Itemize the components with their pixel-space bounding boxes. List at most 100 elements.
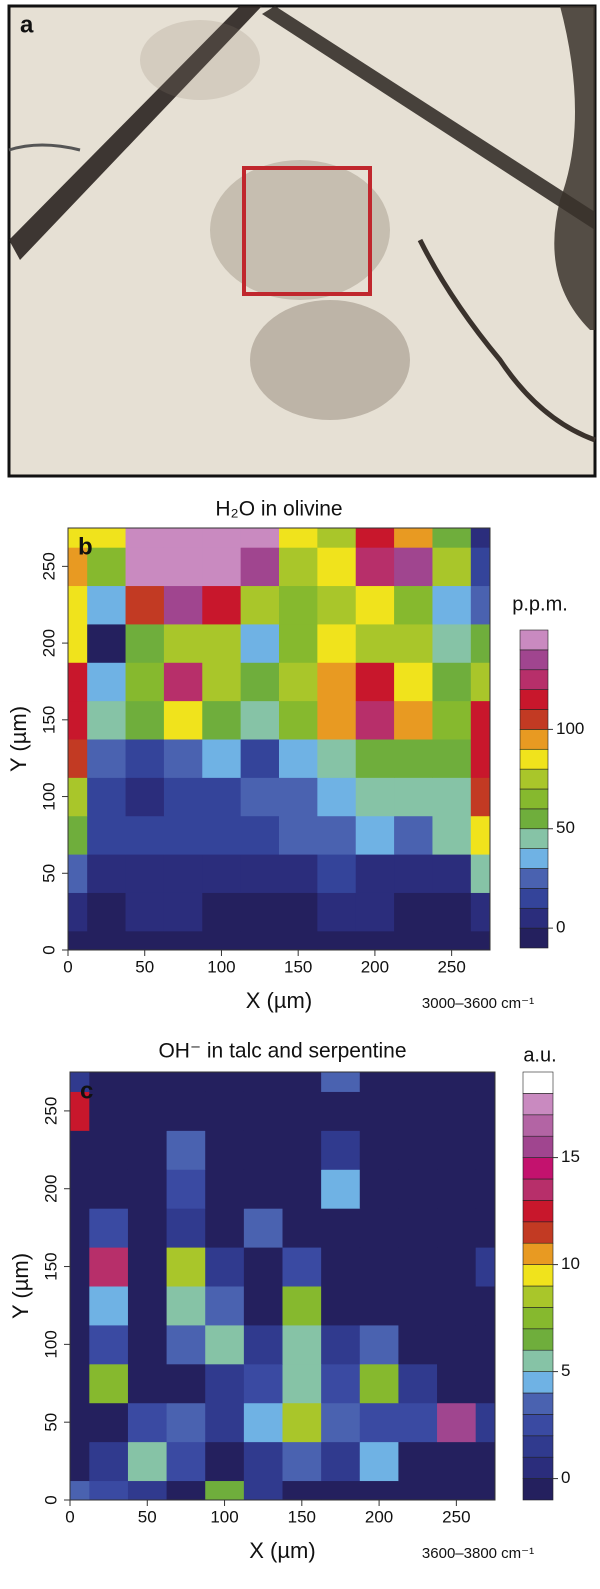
contour-cell [125,930,165,950]
contour-cell [205,1286,245,1326]
contour-cell [205,1208,245,1248]
contour-cell [70,1402,90,1443]
contour-cell [127,1286,168,1326]
y-axis-label: Y (µm) [6,706,31,772]
x-tick-label: 200 [361,957,389,976]
colorbar-band [519,788,549,810]
x-tick-label: 50 [135,957,154,976]
contour-cell [240,815,280,855]
contour-cell [87,815,127,855]
contour-cell [359,1169,399,1209]
colorbar-band [519,649,549,671]
contour-cell [89,1363,129,1404]
contour-cell [68,528,88,548]
contour-cell [127,1324,168,1365]
colorbar-tick-label: 50 [556,818,575,837]
contour-cell [359,1286,399,1326]
contour-cell [87,892,127,932]
colorbar-band [519,868,549,889]
contour-cell [398,1363,438,1404]
x-tick-label: 200 [365,1507,393,1526]
colorbar-tick-label: 0 [556,918,565,937]
contour-cell [282,1091,322,1131]
contour-cell [398,1247,438,1287]
contour-cell [68,892,88,932]
contour-cell [394,892,433,932]
colorbar-band [519,907,549,929]
contour-cell [205,1363,245,1404]
colorbar-band [522,1114,554,1137]
photo-background [7,4,597,478]
contour-cell [166,1247,206,1287]
contour-cell [321,1091,361,1131]
contour-cell [282,1247,322,1287]
contour-cell [243,1130,283,1170]
x-tick-label: 250 [437,957,465,976]
contour-cell [163,930,203,950]
contour-cell [243,1363,283,1404]
colorbar-band [522,1285,554,1308]
contour-cell [205,1130,245,1170]
colorbar-band [522,1371,554,1394]
contour-cell [470,930,490,950]
contour-cell [205,1072,245,1092]
contour-cell [355,662,395,702]
contour-cell [125,892,165,932]
contour-cell [166,1072,206,1092]
contour-cell [279,700,318,740]
contour-cell [470,739,490,778]
contour-cell [166,1169,206,1209]
contour-cell [205,1480,245,1500]
contour-cell [321,1169,361,1209]
contour-cell [282,1363,322,1404]
contour-cell [470,777,490,817]
contour-cell [398,1169,438,1209]
contour-cell [394,815,433,855]
photo-panel: a [7,4,597,478]
contour-cell [394,777,433,817]
colorbar-band [522,1392,554,1415]
contour-cell [89,1324,129,1365]
contour-cell [70,1324,90,1365]
x-tick-label: 0 [65,1507,74,1526]
colorbar-band [522,1221,554,1244]
contour-cell [240,623,280,663]
contour-cell [321,1363,361,1404]
contour-cell [166,1208,206,1248]
contour-cell [321,1441,361,1482]
colorbar-band [522,1264,554,1287]
contour-cell [89,1441,129,1482]
contour-cell [68,739,88,778]
contour-cell [202,739,242,778]
contour-cell [166,1324,206,1365]
contour-cell [394,547,433,587]
contour-cell [163,547,203,587]
contour-cell [279,547,318,587]
y-tick-label: 200 [41,1175,60,1203]
range-label: 3600–3800 cm⁻¹ [422,1545,534,1562]
x-tick-label: 0 [63,957,72,976]
contour-cell [243,1091,283,1131]
contour-cell [163,662,203,702]
contour-cell [163,892,203,932]
contour-cell [279,777,318,817]
colorbar-band [519,748,549,770]
contour-cell [125,585,165,625]
contour-cell [240,528,280,548]
y-tick-label: 250 [39,552,58,580]
contour-cell [282,1208,322,1248]
contour-cell [359,1402,399,1443]
contour-cell [355,892,395,932]
contour-cell [127,1402,168,1443]
contour-cell [89,1169,129,1209]
contour-cell [127,1480,168,1500]
contour-cell [89,1480,129,1500]
contour-cell [127,1208,168,1248]
panel-label: a [20,11,34,38]
contour-cell [202,623,242,663]
contour-cell [398,1072,438,1092]
contour-cell [202,585,242,625]
contour-cell [470,854,490,893]
